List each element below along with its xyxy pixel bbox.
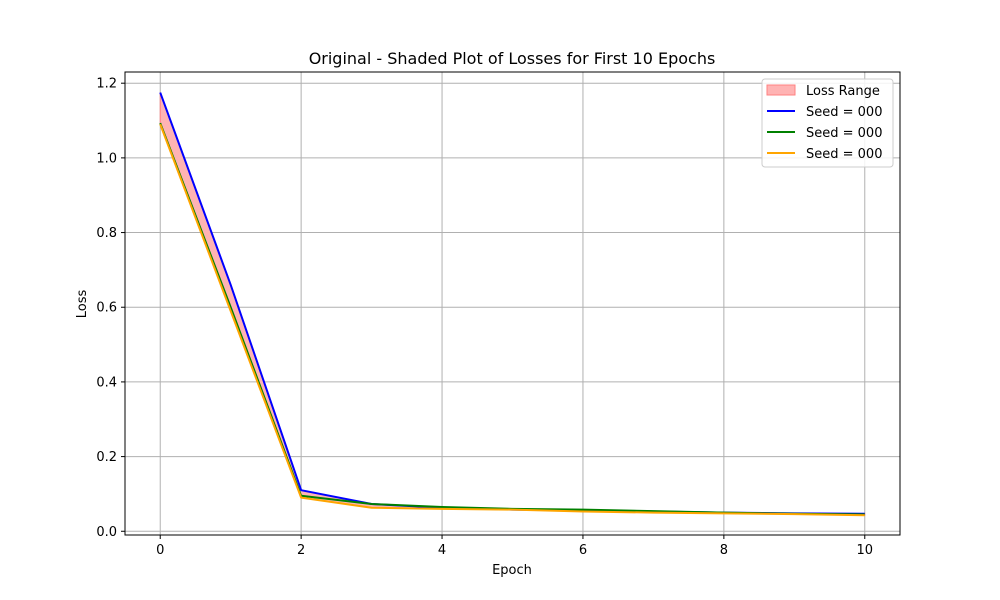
chart-title: Original - Shaded Plot of Losses for Fir…: [309, 49, 716, 68]
legend-label-3: Seed = 000: [806, 147, 882, 162]
y-axis-label: Loss: [75, 290, 90, 319]
y-tick-label: 0.0: [96, 525, 117, 540]
series-lines: [159, 92, 865, 517]
y-tick-label: 0.2: [96, 450, 117, 465]
y-tick-label: 1.2: [96, 77, 117, 92]
y-tick-label: 0.6: [96, 301, 117, 316]
x-tick-label: 0: [156, 543, 164, 558]
x-tick-label: 10: [856, 543, 873, 558]
y-tick-label: 0.8: [96, 226, 117, 241]
x-tick-label: 8: [720, 543, 728, 558]
x-tick-label: 6: [579, 543, 587, 558]
grid: [125, 72, 900, 535]
legend-label-2: Seed = 000: [806, 126, 882, 141]
x-tick-label: 4: [438, 543, 446, 558]
x-tick-label: 2: [297, 543, 305, 558]
y-tick-label: 0.4: [96, 375, 117, 390]
plot-frame: [124, 71, 901, 536]
legend-swatch-loss-range: [766, 84, 796, 96]
y-tick-label: 1.0: [96, 151, 117, 166]
x-axis-label: Epoch: [492, 563, 532, 578]
legend: Loss Range Seed = 000 Seed = 000 Seed = 000: [761, 78, 894, 168]
legend-label-loss-range: Loss Range: [806, 84, 880, 99]
ticks: 0 2 4 6 8 10 0.0 0.2 0.4 0.6 0.8 1.0 1.2: [96, 77, 873, 558]
series-line-3: [159, 123, 865, 517]
legend-box: [761, 78, 894, 168]
legend-label-1: Seed = 000: [806, 105, 882, 120]
